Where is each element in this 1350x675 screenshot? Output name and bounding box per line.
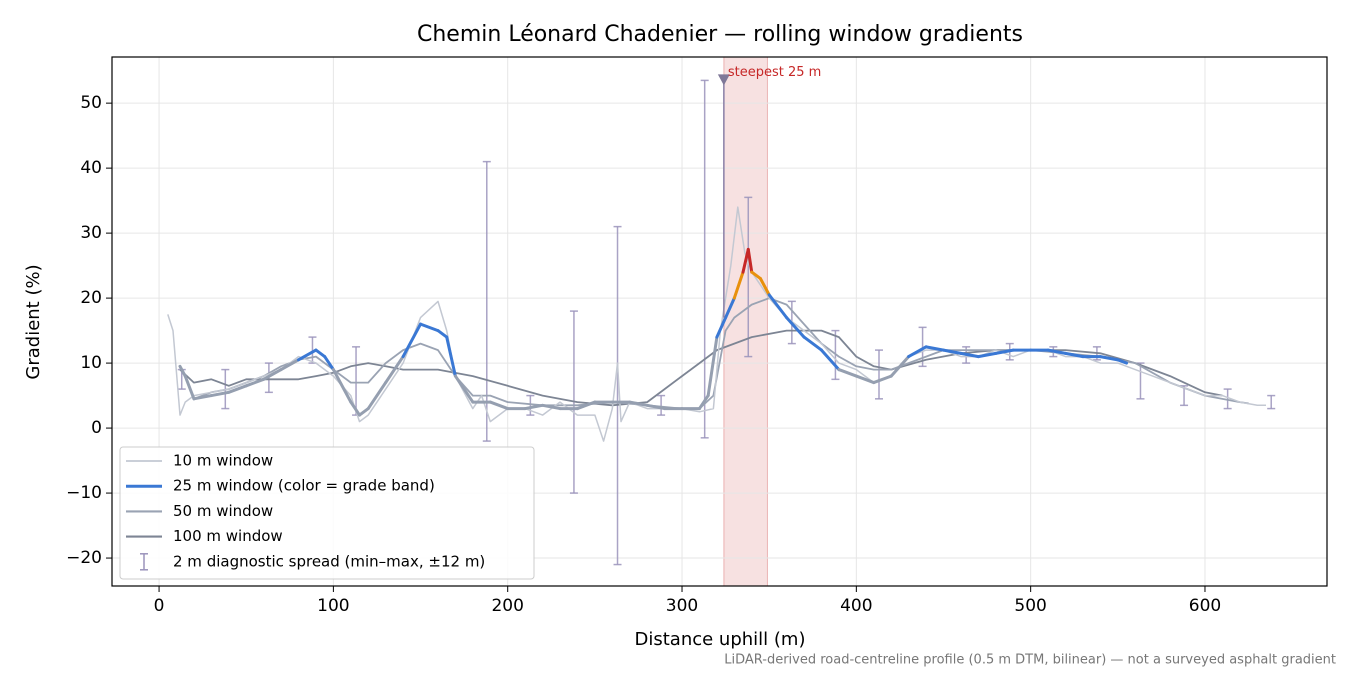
line-segment <box>541 403 562 411</box>
line-segment <box>183 374 196 401</box>
line-segment <box>445 335 457 378</box>
line-segment <box>767 293 789 320</box>
line-segment <box>1064 351 1085 359</box>
y-tick-label: −10 <box>66 483 102 503</box>
error-bar <box>613 225 622 566</box>
line-segment <box>244 377 266 388</box>
line-segment <box>994 348 1015 355</box>
line-segment <box>746 247 754 274</box>
line-segment <box>907 345 928 359</box>
line-segment <box>941 348 963 355</box>
line-segment <box>384 355 405 385</box>
line-segment <box>453 374 475 404</box>
y-tick-label: 30 <box>80 223 102 243</box>
legend-label: 50 m window <box>173 502 273 520</box>
x-tick-label: 200 <box>491 596 523 616</box>
line-segment <box>358 407 370 417</box>
line-segment <box>1046 348 1068 355</box>
line-segment <box>209 390 231 398</box>
series-line <box>167 206 1266 442</box>
highlight-band <box>723 56 768 587</box>
error-bar <box>1180 385 1189 407</box>
x-tick-label: 400 <box>840 596 872 616</box>
error-bar <box>744 196 753 358</box>
line-segment <box>758 277 771 297</box>
y-tick-label: 50 <box>80 93 102 113</box>
legend-label: 2 m diagnostic spread (min–max, ±12 m) <box>173 552 485 570</box>
line-segment <box>488 400 510 411</box>
line-segment <box>401 322 423 359</box>
line-segment <box>976 351 998 359</box>
line-segment <box>192 394 213 401</box>
x-tick-label: 500 <box>1014 596 1046 616</box>
line-segment <box>297 348 318 362</box>
line-segment <box>889 355 911 378</box>
line-segment <box>750 270 762 281</box>
line-segment <box>419 322 440 333</box>
y-axis-label: Gradient (%) <box>23 264 44 379</box>
line-segment <box>854 374 876 385</box>
series-line <box>193 297 1249 410</box>
x-tick-label: 100 <box>317 596 349 616</box>
line-segment <box>331 368 353 404</box>
line-segment <box>645 403 667 411</box>
line-segment <box>724 296 736 320</box>
line-segment <box>785 316 806 339</box>
error-bar <box>700 79 709 439</box>
error-bar <box>482 160 491 442</box>
line-segment <box>1116 358 1129 365</box>
y-tick-label: −20 <box>66 548 102 568</box>
chart-title: Chemin Léonard Chadenier — rolling windo… <box>417 22 1023 47</box>
series-line <box>179 329 1223 407</box>
error-bar <box>918 326 927 368</box>
x-tick-label: 300 <box>666 596 698 616</box>
line-segment <box>802 335 823 352</box>
line-segment <box>178 364 187 378</box>
line-segment <box>837 368 858 378</box>
error-bar <box>875 349 884 400</box>
line-segment <box>1098 355 1120 362</box>
line-segment <box>819 348 841 372</box>
line-segment <box>227 384 248 394</box>
line-segment <box>523 403 545 411</box>
y-tick-label: 40 <box>80 158 102 178</box>
legend-label: 100 m window <box>173 527 283 545</box>
line-segment <box>628 400 649 407</box>
line-segment <box>732 270 745 300</box>
line-segment <box>924 345 945 352</box>
line-segment <box>872 374 893 385</box>
highlight-marker <box>717 74 730 86</box>
legend-label: 25 m window (color = grade band) <box>173 477 435 495</box>
line-segment <box>575 400 597 411</box>
legend-label: 10 m window <box>173 452 273 470</box>
y-tick-label: 20 <box>80 288 102 308</box>
plot-frame <box>111 56 1328 587</box>
error-bar <box>526 394 535 416</box>
highlight-label: steepest 25 m <box>728 65 821 80</box>
line-segment <box>697 394 710 411</box>
error-bar <box>657 394 666 416</box>
x-tick-label: 0 <box>154 596 165 616</box>
line-segment <box>323 355 335 372</box>
line-segment <box>436 329 449 339</box>
error-bar <box>1267 394 1276 410</box>
x-tick-label: 600 <box>1189 596 1221 616</box>
line-segment <box>366 381 388 411</box>
line-segment <box>715 316 728 339</box>
error-bar <box>1223 388 1232 410</box>
line-segment <box>314 348 327 359</box>
line-segment <box>349 400 362 417</box>
x-axis-label: Distance uphill (m) <box>635 629 806 650</box>
line-segment <box>262 368 283 381</box>
line-segment <box>959 351 980 359</box>
line-segment <box>279 358 301 372</box>
legend-box <box>119 446 535 580</box>
footnote: LiDAR-derived road-centreline profile (0… <box>724 653 1336 668</box>
y-tick-label: 0 <box>91 418 102 438</box>
line-segment <box>706 335 719 398</box>
y-tick-label: 10 <box>80 353 102 373</box>
error-bar <box>1136 362 1145 400</box>
